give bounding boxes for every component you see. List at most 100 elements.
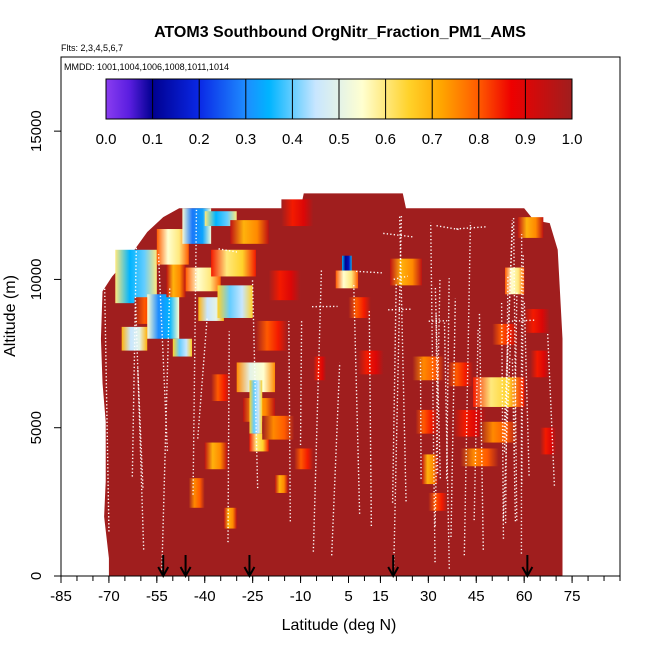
y-tick-label: 5000: [28, 411, 45, 444]
y-axis-label: Altitude (m): [2, 275, 19, 357]
x-tick-label: -55: [146, 588, 168, 605]
heatmap-patch: [479, 421, 518, 443]
colorbar-tick-lines: [152, 79, 526, 119]
x-axis: -85 -70 -55 -40 -25 -10 5 15 30 45 60 75: [50, 576, 621, 605]
x-tick-label: 15: [372, 588, 389, 605]
flight-track: [134, 300, 145, 550]
heatmap-patch: [428, 492, 448, 511]
heatmap-patch: [530, 350, 550, 378]
flight-track: [312, 269, 323, 552]
heatmap-patch: [540, 427, 557, 455]
x-axis-label: Latitude (deg N): [282, 617, 397, 634]
heatmap-patch: [262, 415, 295, 440]
x-tick-label: -40: [194, 588, 216, 605]
heatmap-patch: [275, 475, 288, 493]
flight-track: [434, 287, 442, 479]
y-tick-label: 15000: [28, 110, 45, 152]
heatmap-patch: [166, 255, 186, 298]
flight-track: [383, 232, 414, 238]
heatmap-patch: [421, 454, 438, 485]
flight-track: [436, 225, 459, 231]
colorbar-label: 0.4: [282, 131, 303, 148]
chart-title: ATOM3 Southbound OrgNitr_Fraction_PM1_AM…: [154, 24, 526, 41]
flight-track: [102, 215, 110, 532]
flight-track: [443, 322, 450, 569]
x-tick-label: -85: [50, 588, 72, 605]
colorbar-label: 0.9: [515, 131, 536, 148]
flight-track: [419, 359, 422, 479]
colorbar-label: 0.7: [422, 131, 443, 148]
flight-track: [523, 302, 530, 476]
colorbar-label: 1.0: [562, 131, 583, 148]
flight-track: [504, 275, 509, 524]
flight-track: [512, 217, 518, 521]
dates-subtitle: MMDD: 1001,1004,1006,1008,1011,1014: [64, 62, 229, 72]
x-tick-label: 5: [344, 588, 352, 605]
flight-track: [430, 222, 436, 563]
flight-track: [356, 270, 384, 274]
heatmap-patch: [505, 267, 525, 295]
heatmap-patch: [447, 362, 474, 387]
colorbar-label: 0.2: [189, 131, 210, 148]
plot-frame: [60, 56, 621, 577]
flight-marker-head: [521, 566, 534, 579]
heatmap-patch: [412, 356, 445, 381]
flight-track: [473, 328, 479, 521]
flight-track: [435, 312, 439, 474]
flight-track: [456, 226, 487, 230]
flight-track: [137, 368, 144, 488]
flights-subtitle: Flts: 2,3,4,5,6,7: [61, 43, 123, 53]
flight-track: [368, 310, 373, 526]
heatmap-patch: [390, 258, 422, 286]
flight-track: [192, 207, 198, 495]
heatmap-patch: [223, 507, 237, 529]
colorbar-labels: 0.0 0.1 0.2 0.3 0.4 0.5 0.6 0.7 0.8 0.9 1.0: [96, 131, 583, 148]
colorbar-label: 0.8: [468, 131, 489, 148]
heatmap-patch: [342, 255, 352, 280]
flight-track: [197, 316, 208, 439]
flight-marker-head: [243, 566, 256, 579]
flight-track: [478, 313, 484, 550]
flight-track: [161, 287, 171, 570]
colorbar-label: 0.1: [142, 131, 163, 148]
flight-marker-head: [387, 566, 400, 579]
colorbar-label: 0.3: [235, 131, 256, 148]
heatmap-patch: [268, 270, 301, 301]
flight-track: [450, 298, 457, 537]
colorbar-label: 0.0: [96, 131, 117, 148]
x-tick-label: -25: [242, 588, 264, 605]
heatmap-patch: [460, 448, 499, 467]
flight-track: [393, 275, 409, 281]
heatmap-patch: [255, 320, 288, 351]
flight-marker-head: [179, 566, 192, 579]
heatmap-patch: [358, 350, 384, 375]
heatmap-patch: [294, 448, 314, 470]
x-tick-label: -10: [290, 588, 312, 605]
heatmap-patch: [348, 297, 371, 318]
flight-track: [513, 292, 518, 455]
colorbar: 0.0 0.1 0.2 0.3 0.4 0.5 0.6 0.7 0.8 0.9 1.0: [96, 78, 583, 148]
flight-track-lines: [102, 207, 556, 570]
flight-track: [131, 240, 138, 477]
heatmap-patch: [492, 323, 518, 345]
flight-marker-arrows: [157, 555, 534, 579]
heatmap-patch: [335, 270, 359, 289]
heatmap-patch: [313, 356, 327, 381]
heatmap-patch: [198, 297, 224, 321]
heatmap-patch: [172, 338, 192, 357]
y-tick-label: 0: [28, 572, 45, 580]
flight-track: [500, 302, 505, 539]
x-tick-label: 45: [468, 588, 485, 605]
heatmap-patch: [147, 294, 180, 339]
flight-track: [393, 215, 403, 568]
heatmap-patch: [121, 326, 148, 351]
flight-track: [463, 222, 472, 556]
x-tick-label: -70: [98, 588, 120, 605]
y-tick-label: 10000: [28, 259, 45, 301]
heatmap-patch: [281, 199, 314, 227]
colorbar-label: 0.5: [329, 131, 350, 148]
flight-track: [508, 319, 536, 322]
plot-area: [100, 193, 563, 576]
x-tick-label: 60: [516, 588, 533, 605]
